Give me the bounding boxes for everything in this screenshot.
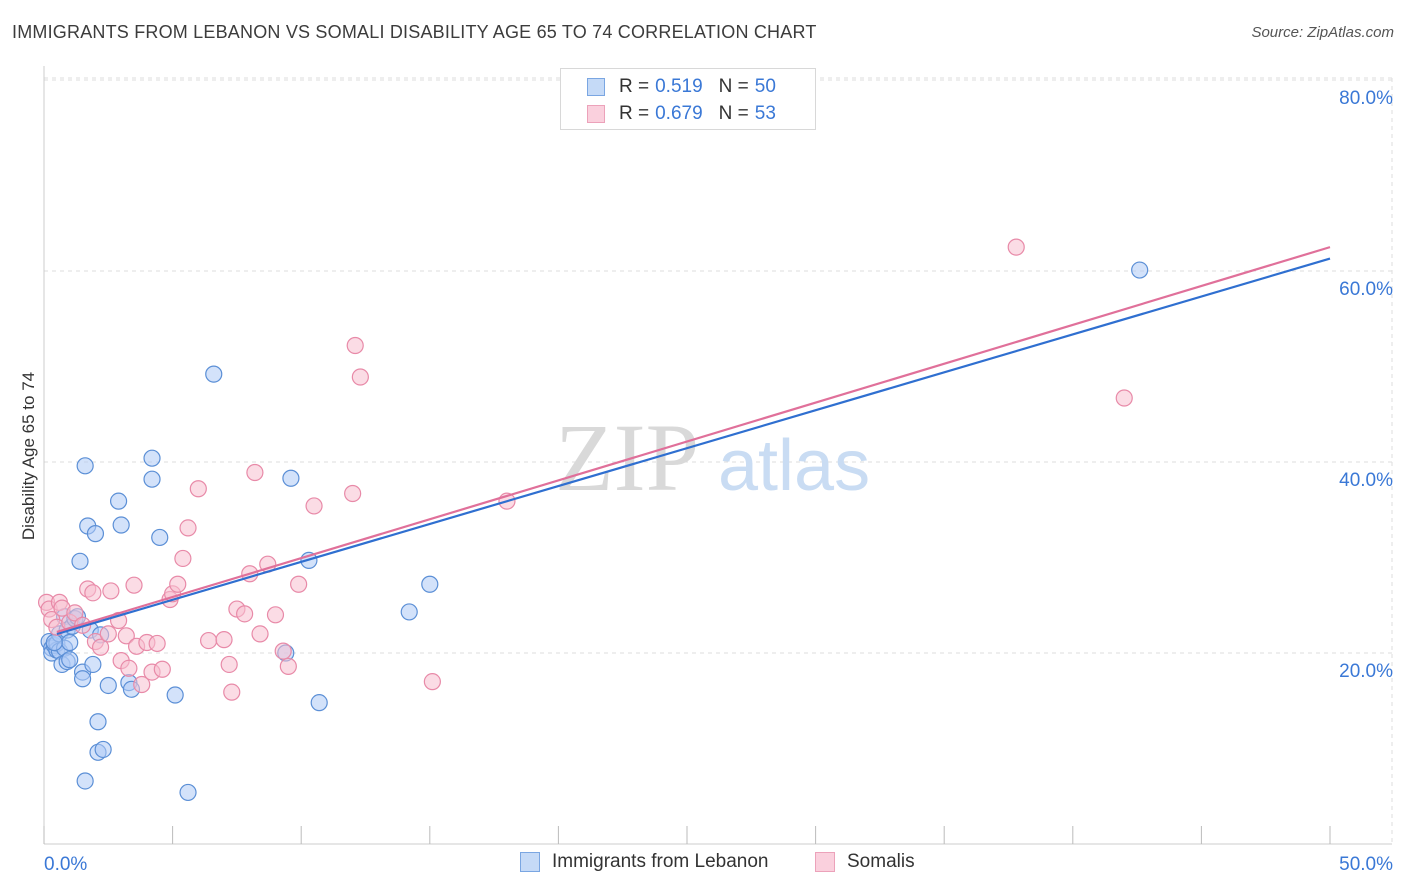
watermark-atlas: atlas	[718, 426, 870, 506]
points-layer	[37, 238, 1149, 802]
lebanon-point	[71, 552, 89, 570]
legend-n-label: N =	[718, 103, 749, 124]
series-name-somalis: Somalis	[847, 851, 915, 872]
y-tick-label: 40.0%	[1339, 470, 1393, 491]
trend-layer	[56, 246, 1331, 635]
somali-point	[148, 634, 166, 653]
lebanon-point	[421, 575, 439, 593]
series-legend: Immigrants from Lebanon Somalis	[0, 851, 1406, 877]
somali-point	[133, 675, 151, 694]
lebanon-point	[94, 740, 112, 759]
somali-point	[236, 605, 254, 623]
series-legend-lebanon: Immigrants from Lebanon	[520, 851, 769, 873]
axis-layer	[43, 66, 1392, 845]
somali-point	[120, 659, 138, 677]
somali-point	[351, 368, 369, 386]
legend-swatch-pink	[587, 105, 605, 123]
lebanon-point	[76, 772, 94, 790]
lebanon-point	[73, 670, 92, 688]
somali-point	[266, 606, 285, 624]
lebanon-point	[1131, 261, 1149, 279]
somali-point	[125, 576, 143, 594]
somali-point	[305, 497, 323, 515]
somali-point	[220, 655, 238, 674]
somali-point	[1007, 238, 1025, 256]
somali-point	[153, 660, 171, 678]
lebanon-point	[151, 528, 169, 547]
somali-point	[66, 604, 84, 622]
somali-point	[246, 463, 264, 482]
legend-box: R = 0.519 N = 50 R = 0.679 N = 53	[560, 68, 816, 130]
somali-point	[99, 625, 117, 643]
lebanon-point	[179, 783, 197, 802]
legend-n-label: N =	[718, 76, 749, 97]
lebanon-point	[89, 713, 107, 731]
somali-trendline	[56, 246, 1331, 634]
series-swatch-blue	[520, 852, 540, 872]
somali-point	[102, 582, 120, 600]
lebanon-point	[45, 633, 63, 652]
legend-r-label: R =	[619, 103, 650, 124]
somali-point	[215, 631, 233, 649]
legend-r-value: 0.679	[655, 103, 703, 124]
somali-point	[117, 627, 135, 645]
somali-point	[344, 484, 362, 503]
lebanon-point	[282, 469, 300, 487]
lebanon-point	[310, 694, 328, 712]
watermark-zip: ZIP	[555, 404, 699, 511]
lebanon-point	[99, 676, 117, 695]
somali-point	[223, 683, 241, 701]
lebanon-point	[61, 651, 79, 669]
somali-point	[189, 480, 207, 498]
y-tick-label: 80.0%	[1339, 88, 1393, 109]
lebanon-trendline	[56, 257, 1331, 635]
somali-point	[346, 336, 364, 355]
legend-r-label: R =	[619, 76, 650, 97]
somali-point	[174, 549, 192, 568]
somali-point	[1115, 389, 1133, 407]
somali-point	[290, 575, 308, 593]
series-name-lebanon: Immigrants from Lebanon	[552, 851, 769, 872]
somali-point	[169, 575, 187, 593]
lebanon-point	[400, 603, 418, 621]
somali-point	[274, 642, 292, 660]
somali-point	[279, 657, 297, 675]
lebanon-point	[61, 633, 79, 652]
legend-row-lebanon: R = 0.519 N = 50	[587, 75, 776, 99]
y-tick-label: 60.0%	[1339, 279, 1393, 300]
chart-title: IMMIGRANTS FROM LEBANON VS SOMALI DISABI…	[12, 22, 817, 42]
legend-n-value: 50	[754, 76, 776, 97]
label-layer: 20.0% 40.0% 60.0% 80.0% 0.0% 50.0% Disability …	[19, 88, 1393, 875]
series-legend-somalis: Somalis	[815, 851, 915, 873]
legend-swatch-blue	[587, 78, 605, 96]
y-tick-label: 20.0%	[1339, 661, 1393, 682]
somali-point	[84, 584, 102, 602]
y-axis-label: Disability Age 65 to 74	[19, 372, 38, 540]
x-tick-label: 50.0%	[1339, 854, 1393, 875]
lebanon-point	[143, 470, 161, 488]
lebanon-point	[84, 655, 102, 674]
lebanon-point	[112, 516, 130, 534]
lebanon-point	[86, 525, 105, 543]
somali-point	[251, 625, 269, 643]
legend-r-value: 0.519	[655, 76, 703, 97]
somali-point	[179, 519, 197, 537]
lebanon-point	[205, 365, 223, 383]
lebanon-point	[143, 449, 161, 467]
lebanon-point	[76, 457, 94, 475]
series-swatch-pink	[815, 852, 835, 872]
lebanon-point	[166, 686, 184, 704]
lebanon-point	[109, 492, 128, 510]
somali-point	[423, 673, 441, 691]
source-label: Source: ZipAtlas.com	[1251, 24, 1394, 41]
x-tick-label: 0.0%	[44, 854, 87, 875]
somali-point	[200, 631, 218, 650]
legend-row-somalis: R = 0.679 N = 53	[587, 102, 776, 126]
legend-n-value: 53	[754, 103, 776, 124]
somali-point	[91, 638, 110, 656]
watermark: ZIP atlas	[555, 404, 870, 511]
